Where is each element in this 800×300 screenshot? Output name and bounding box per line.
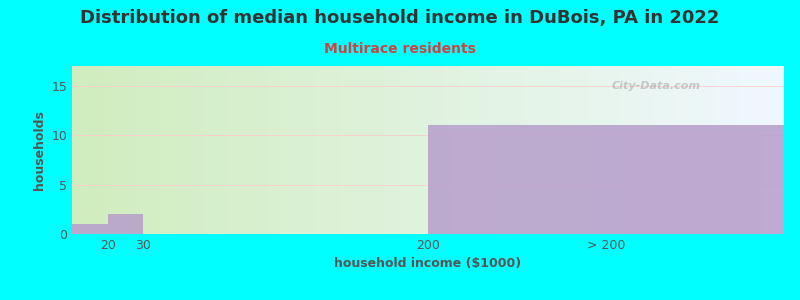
Bar (107, 214, 143, 234)
Text: Multirace residents: Multirace residents (324, 42, 476, 56)
Bar (428, 125, 784, 234)
Bar (72, 224, 107, 234)
Text: Distribution of median household income in DuBois, PA in 2022: Distribution of median household income … (80, 9, 720, 27)
Text: City-Data.com: City-Data.com (611, 81, 700, 91)
X-axis label: household income ($1000): household income ($1000) (334, 257, 522, 270)
Y-axis label: households: households (33, 110, 46, 190)
